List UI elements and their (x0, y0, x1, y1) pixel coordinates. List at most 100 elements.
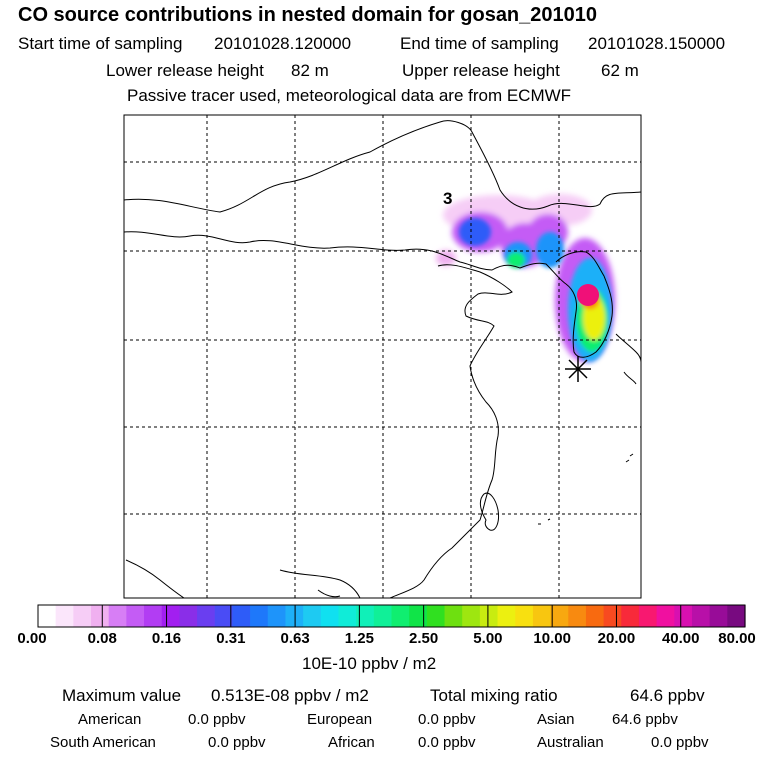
colorbar-tick-label: 1.25 (344, 630, 374, 647)
tracer-note: Passive tracer used, meteorological data… (127, 86, 572, 105)
lower-release-label: Lower release height (106, 61, 264, 80)
colorbar-cell (550, 605, 569, 627)
colorbar-tick-label: 5.00 (473, 630, 503, 647)
coast-japan-2 (623, 371, 637, 385)
colorbar-cell (197, 605, 216, 627)
border-north (124, 120, 641, 213)
colorbar-tick-label: 10.00 (533, 630, 571, 647)
colorbar-cell (426, 605, 446, 627)
colorbar-cell (144, 605, 163, 627)
coastlines (124, 120, 641, 598)
colorbar-cell (444, 605, 463, 627)
coast-south (279, 569, 361, 598)
region-south-american-value: 0.0 ppbv (208, 734, 266, 751)
colorbar-tick-label: 20.00 (597, 630, 636, 647)
lower-release-value: 82 m (291, 61, 329, 80)
colorbar-cell (479, 605, 499, 627)
colorbar-cell (391, 605, 410, 627)
coast-southwest (125, 559, 185, 598)
colorbar-cell (38, 605, 57, 627)
plume-field (436, 194, 615, 362)
colorbar-cell (108, 605, 127, 627)
colorbar-tick-label: 80.00 (718, 630, 756, 647)
colorbar-cell (214, 605, 234, 627)
start-time-label: Start time of sampling (18, 34, 183, 53)
colorbar-cell (232, 605, 251, 627)
colorbar-tick-label: 0.63 (280, 630, 310, 647)
colorbar-cell (250, 605, 269, 627)
colorbar-cell (532, 605, 552, 627)
colorbar-tick-label: 0.16 (151, 630, 182, 647)
region-south-american-label: South American (50, 734, 156, 751)
receptor-asterisk-icon (565, 356, 591, 382)
colorbar-cell (338, 605, 357, 627)
max-value: 0.513E-08 ppbv / m2 (211, 686, 369, 705)
plume-blue-3 (536, 232, 564, 268)
start-time-value: 20101028.120000 (214, 34, 352, 53)
total-mixing-value: 64.6 ppbv (630, 686, 705, 705)
colorbar-unit-label: 10E-10 ppbv / m2 (302, 654, 437, 673)
colorbar-cell (674, 605, 693, 627)
coast-korea (519, 251, 613, 358)
colorbar-cell (91, 605, 110, 627)
end-time-label: End time of sampling (400, 34, 559, 53)
region-european-label: European (307, 711, 373, 728)
colorbar-cell (161, 605, 181, 627)
region-asian-label: Asian (537, 711, 575, 728)
upper-release-label: Upper release height (402, 61, 560, 80)
total-mixing-label: Total mixing ratio (430, 686, 558, 705)
colorbar-cell (373, 605, 393, 627)
colorbar-cell (462, 605, 481, 627)
colorbar-cell (73, 605, 92, 627)
region-american-label: American (78, 711, 142, 728)
colorbar-cell (267, 605, 287, 627)
colorbar-cell (638, 605, 658, 627)
colorbar-tick-label: 0.31 (216, 630, 246, 647)
region-african-label: African (328, 734, 375, 751)
colorbar-cell (303, 605, 322, 627)
colorbar-cell (55, 605, 74, 627)
colorbar-cell (515, 605, 534, 627)
coast-china (389, 264, 513, 598)
colorbar-cell (409, 605, 428, 627)
colorbar-frame (37, 604, 746, 628)
colorbar-cell (126, 605, 145, 627)
trajectory-marker-label: 3 (443, 189, 452, 208)
colorbar-cell (727, 605, 746, 627)
region-australian-label: Australian (537, 734, 604, 751)
figure-title: CO source contributions in nested domain… (18, 4, 598, 26)
region-european-value: 0.0 ppbv (418, 711, 476, 728)
plume-green-1 (507, 252, 525, 268)
island-hainan (317, 589, 341, 598)
colorbar-cell (656, 605, 675, 627)
colorbar-cell (691, 605, 711, 627)
colorbar-cell (356, 605, 375, 627)
colorbar-cell (179, 605, 198, 627)
island-taiwan (479, 492, 499, 531)
colorbar-tick-label: 40.00 (661, 630, 700, 647)
region-asian-value: 64.6 ppbv (612, 711, 678, 728)
small-islands (538, 453, 634, 525)
colorbar-tick-label: 0.00 (17, 630, 47, 647)
colorbar-cell (497, 605, 516, 627)
border-mid (124, 231, 521, 271)
plume-blue-1 (459, 218, 491, 246)
map-frame (123, 114, 642, 599)
region-american-value: 0.0 ppbv (188, 711, 246, 728)
region-african-value: 0.0 ppbv (418, 734, 476, 751)
colorbar-tick-label: 0.08 (87, 630, 117, 647)
colorbar-cell (285, 605, 304, 627)
colorbar-cell (709, 605, 728, 627)
max-value-label: Maximum value (62, 686, 182, 705)
colorbar-cell (603, 605, 622, 627)
colorbar-cell (621, 605, 640, 627)
upper-release-value: 62 m (601, 61, 639, 80)
colorbar-cell (320, 605, 340, 627)
colorbar-cell (568, 605, 587, 627)
end-time-value: 20101028.150000 (588, 34, 726, 53)
lat-lon-grid (124, 115, 641, 598)
colorbar-tick-label: 2.50 (409, 630, 439, 647)
region-australian-value: 0.0 ppbv (651, 734, 709, 751)
colorbar-cell (585, 605, 605, 627)
